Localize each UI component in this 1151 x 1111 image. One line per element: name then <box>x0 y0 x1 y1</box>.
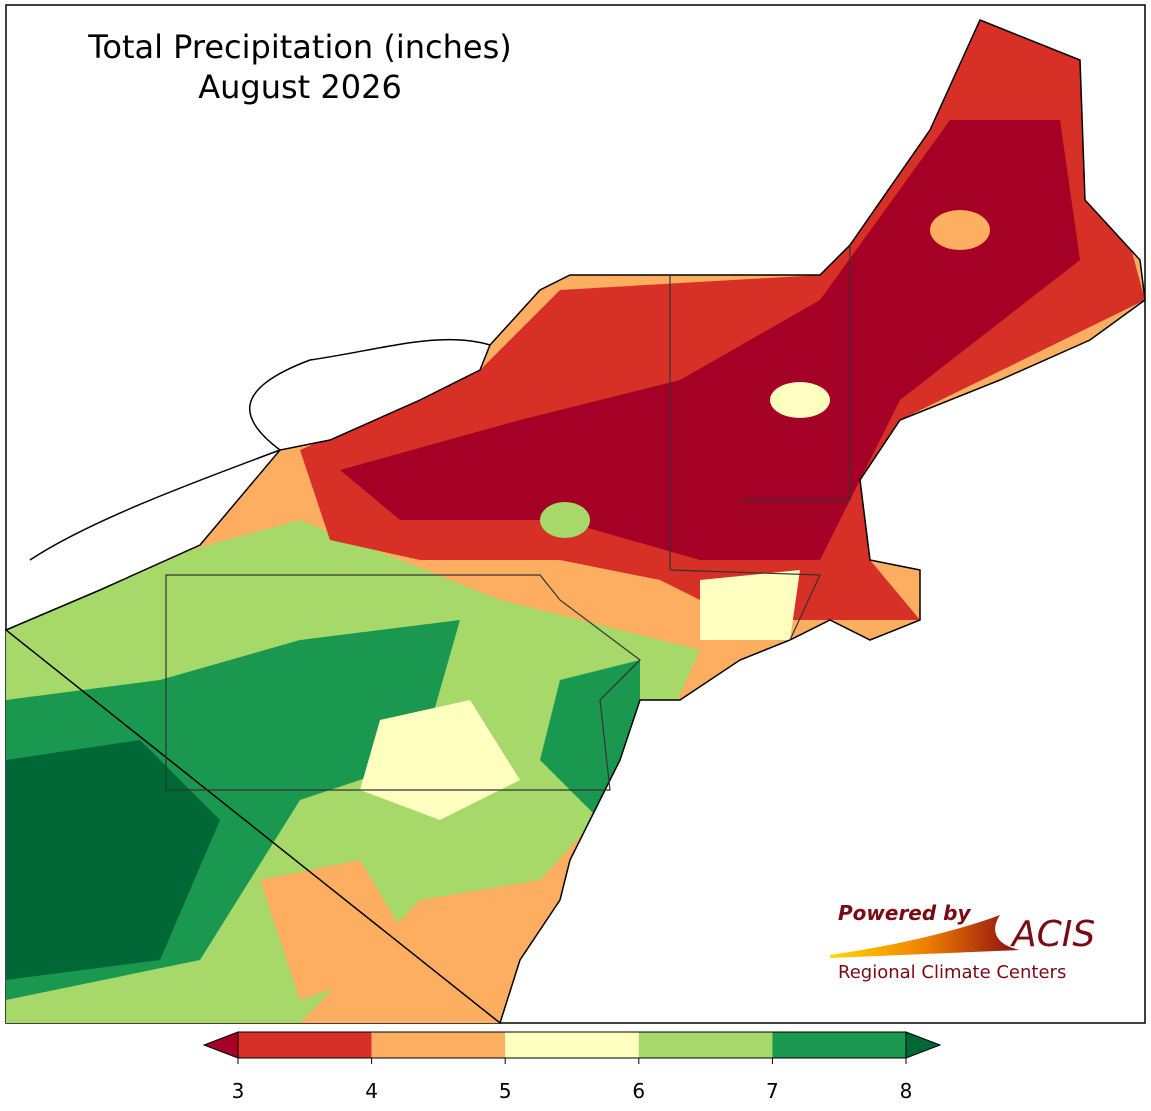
colorbar: 3 4 5 6 7 8 <box>202 1031 942 1103</box>
colorbar-over <box>905 1031 942 1059</box>
logo-name: ACIS <box>1010 914 1095 955</box>
lake-shoreline <box>29 338 491 561</box>
colorbar-segment <box>638 1032 773 1058</box>
coastline <box>4 19 1146 1025</box>
acis-logo: Powered by ACIS Regional Climate Centers <box>830 901 1095 983</box>
colorbar-outline <box>237 1031 907 1059</box>
logo-org: Regional Climate Centers <box>838 962 1066 983</box>
colorbar-tick-label: 3 <box>232 1079 245 1103</box>
colorbar-tick-label: 8 <box>900 1079 913 1103</box>
colorbar-segment <box>238 1032 372 1058</box>
colorbar-tick-label: 5 <box>499 1079 512 1103</box>
colorbar-segment <box>505 1032 639 1058</box>
map-title: Total Precipitation (inches) <box>87 28 511 66</box>
colorbar-segment <box>772 1032 906 1058</box>
logo-swoosh <box>830 915 1020 958</box>
state-borders <box>165 245 851 791</box>
logo-tagline: Powered by <box>838 901 971 925</box>
colorbar-tick-label: 7 <box>766 1079 779 1103</box>
colorbar-under <box>202 1031 239 1059</box>
colorbar-tick-label: 4 <box>365 1079 378 1103</box>
map-subtitle: August 2026 <box>198 68 402 106</box>
colorbar-segment <box>371 1032 506 1058</box>
colorbar-tick-label: 6 <box>632 1079 645 1103</box>
